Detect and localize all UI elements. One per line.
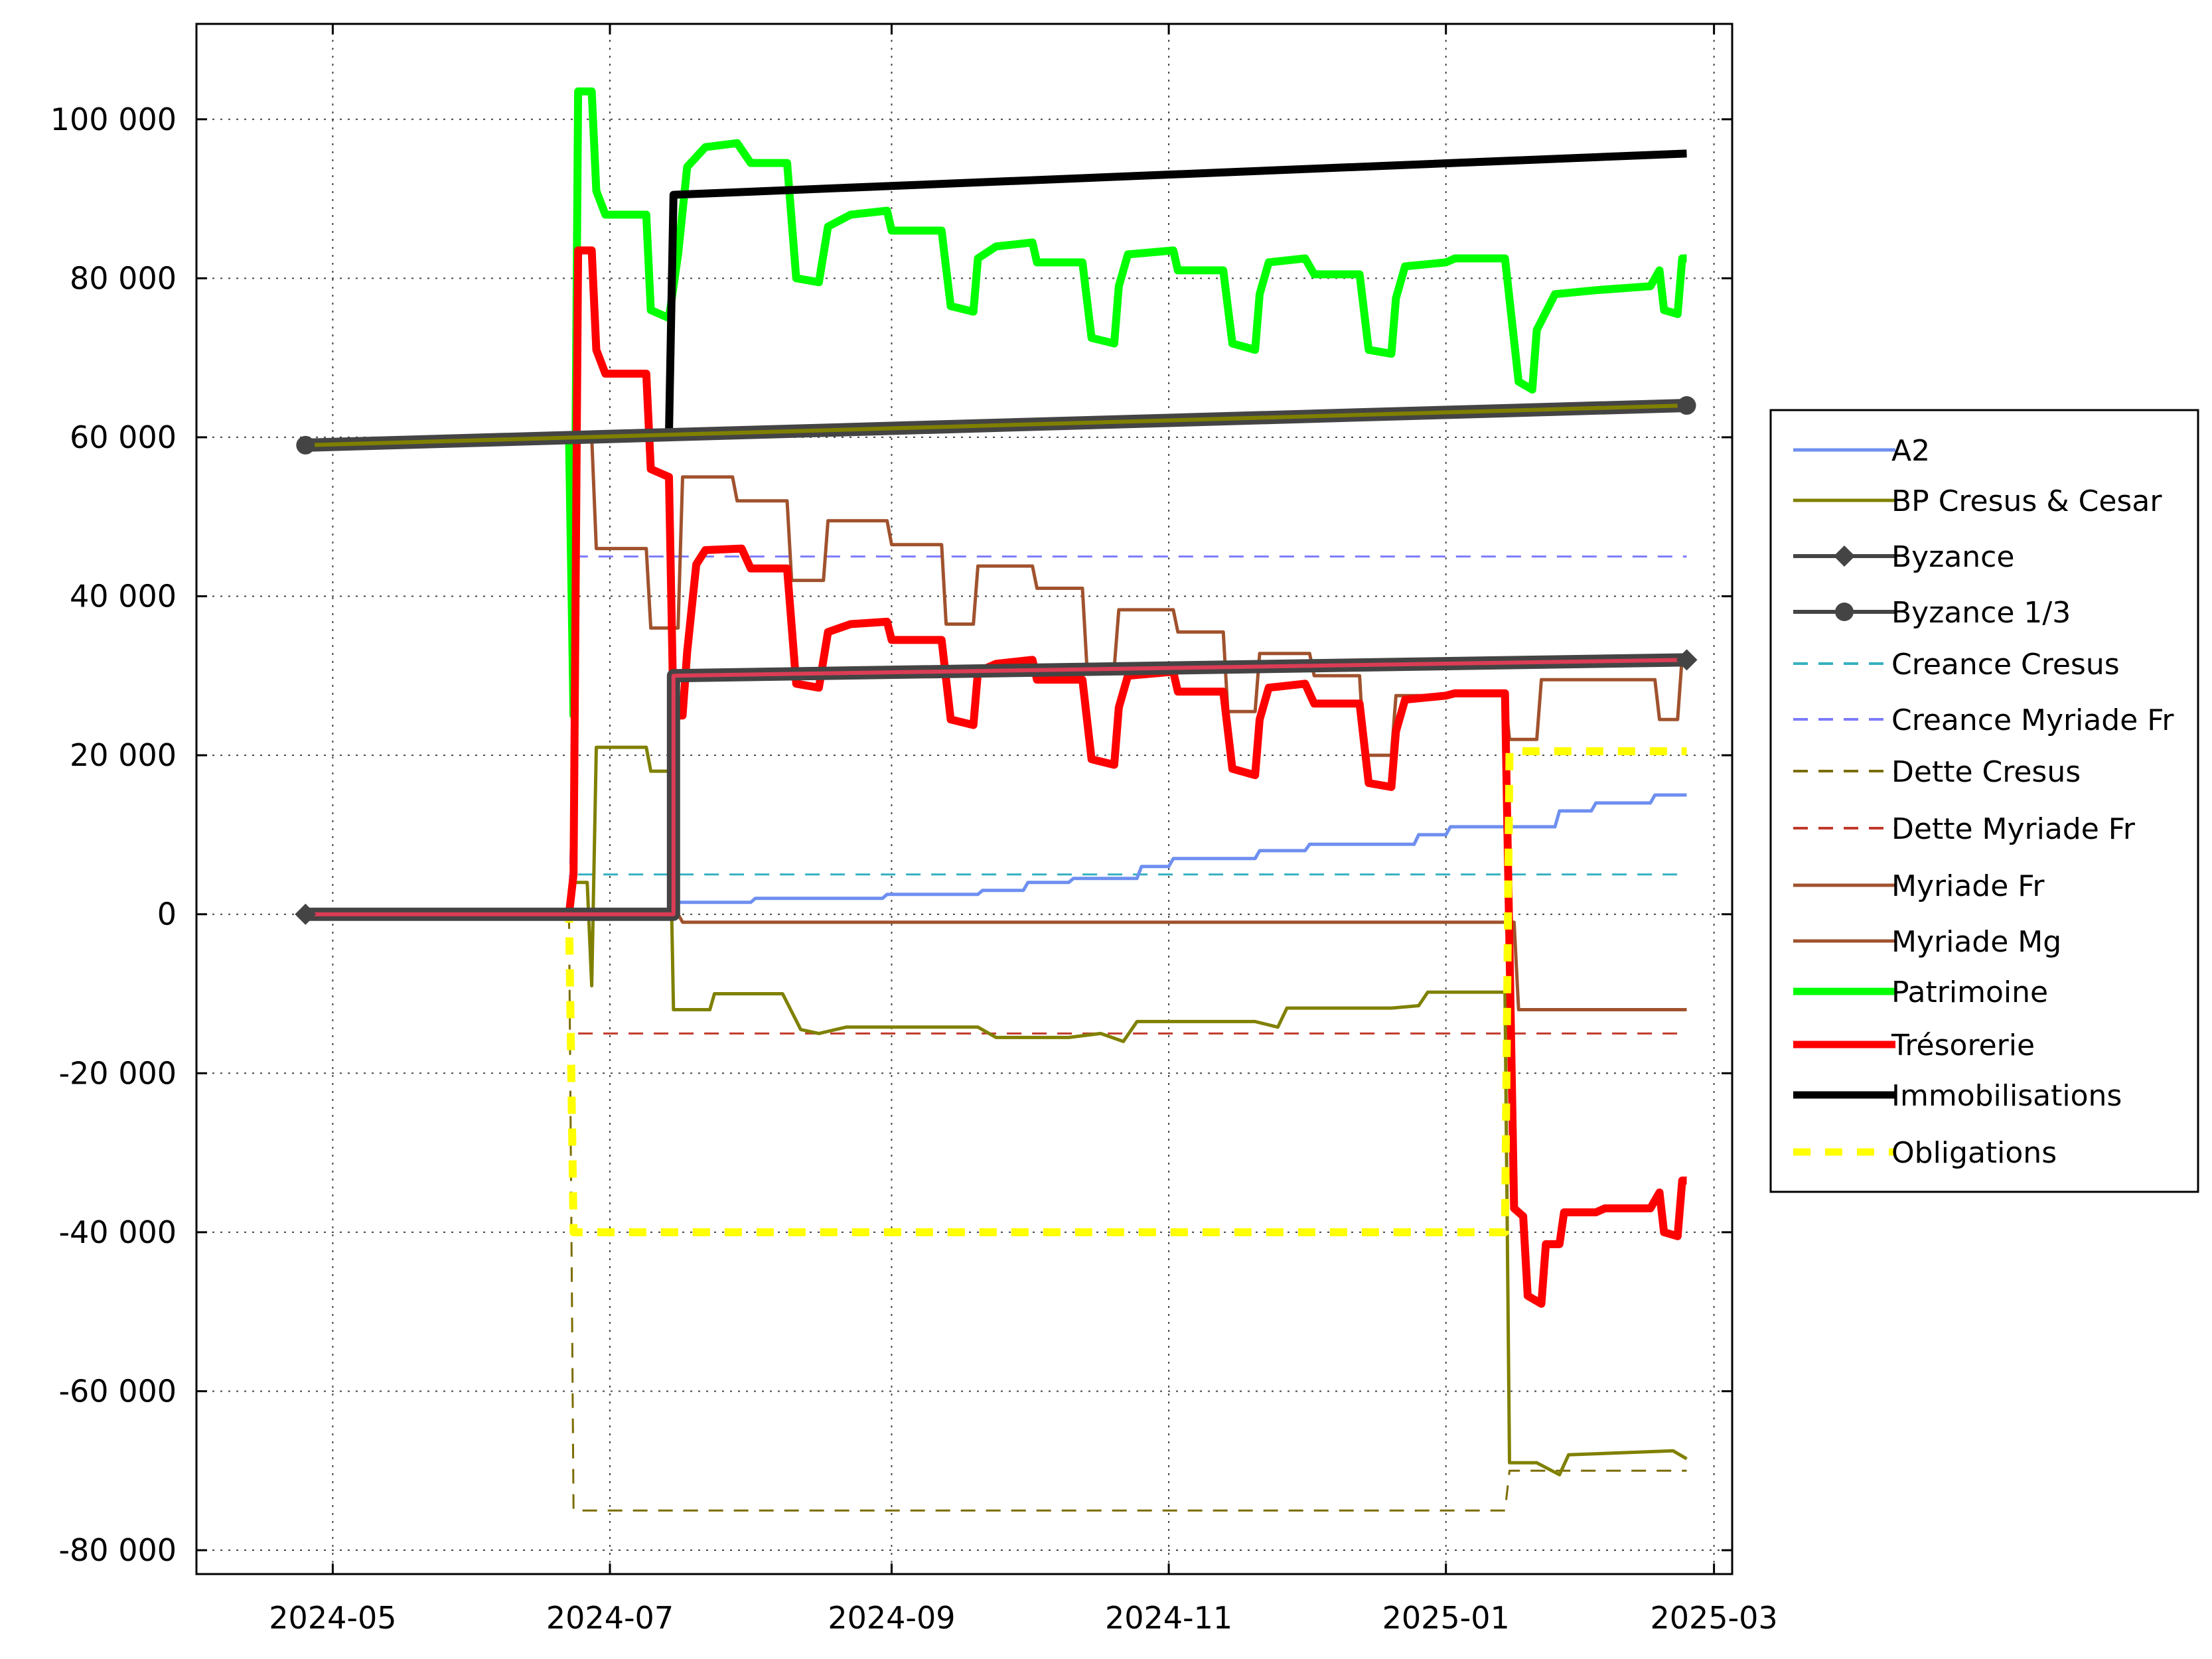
- legend-label: Immobilisations: [1891, 1079, 2122, 1113]
- legend-label: Creance Cresus: [1891, 648, 2120, 682]
- legend-item-myriade-mg: Myriade Mg: [1793, 925, 2061, 959]
- series-byzance: [295, 649, 1698, 925]
- legend-item-dette-myriade-fr: Dette Myriade Fr: [1793, 812, 2136, 846]
- legend-label: Dette Cresus: [1891, 755, 2081, 789]
- legend-label: Myriade Mg: [1891, 925, 2061, 959]
- legend-label: Myriade Fr: [1891, 869, 2045, 903]
- x-tick-label: 2025-01: [1382, 1600, 1510, 1636]
- series-line: [305, 403, 1687, 447]
- y-tick-label: -80 000: [58, 1532, 177, 1568]
- y-tick-label: 20 000: [70, 737, 177, 773]
- legend-item-byzance-1-3: Byzance 1/3: [1793, 596, 2071, 630]
- y-tick-label: 0: [157, 897, 177, 932]
- legend-item-byzance: Byzance: [1793, 540, 2014, 574]
- series-bp-cresus-cesar: [567, 745, 1688, 1477]
- y-tick-label: 40 000: [70, 579, 177, 614]
- plot-frame: [195, 23, 1733, 1575]
- series-marker: [1676, 649, 1698, 671]
- legend-item-creance-cresus: Creance Cresus: [1793, 648, 2120, 682]
- legend-label: Patrimoine: [1891, 975, 2048, 1009]
- y-tick-label: -20 000: [58, 1055, 177, 1091]
- series-line: [567, 914, 1687, 1512]
- series-line: [678, 793, 1687, 904]
- legend-label: Dette Myriade Fr: [1891, 812, 2136, 846]
- x-tick-label: 2024-11: [1105, 1600, 1232, 1636]
- series-a2: [678, 793, 1687, 904]
- series-layer: [295, 87, 1698, 1512]
- legend-label: Byzance 1/3: [1891, 596, 2071, 630]
- y-tick-label: 100 000: [50, 102, 177, 137]
- axes: 100 000 80 000 60 000 40 000 20 000 0 -20 000 -…: [50, 24, 1778, 1636]
- series-marker: [295, 903, 317, 925]
- series-line: [565, 246, 1687, 1308]
- y-tick-label: 80 000: [70, 260, 177, 296]
- series-dette-cresus: [567, 914, 1687, 1512]
- legend-item-a2: A2: [1793, 434, 1930, 468]
- series-marker: [1677, 396, 1696, 415]
- series-patrimoine: [565, 87, 1687, 720]
- legend-item-obligations: Obligations: [1793, 1136, 2057, 1170]
- legend-box: [1769, 409, 2199, 1193]
- legend-item-tresorerie: Trésorerie: [1793, 1029, 2035, 1062]
- x-tick-label: 2025-03: [1651, 1600, 1778, 1636]
- series-tresorerie: [565, 246, 1687, 1308]
- series-line: [305, 747, 1687, 1236]
- legend: A2 BP Cresus & Cesar Byzance Byzance 1/3 Cre…: [1769, 409, 2199, 1193]
- legend-item-creance-myriade-fr: Creance Myriade Fr: [1793, 703, 2174, 737]
- y-tick-label: -40 000: [58, 1214, 177, 1250]
- legend-item-dette-cresus: Dette Cresus: [1793, 755, 2081, 789]
- series-byzance-1-3: [296, 396, 1696, 455]
- series-line: [305, 658, 1687, 916]
- legend-label: Byzance: [1891, 540, 2014, 574]
- legend-label: BP Cresus & Cesar: [1891, 484, 2162, 518]
- x-tick-label: 2024-05: [269, 1600, 396, 1636]
- legend-item-immobilisations: Immobilisations: [1793, 1079, 2122, 1113]
- series-marker: [296, 435, 315, 455]
- series-obligations: [305, 747, 1687, 1236]
- legend-marker: [1835, 603, 1854, 621]
- series-line: [567, 745, 1688, 1477]
- legend-item-patrimoine: Patrimoine: [1793, 975, 2048, 1009]
- legend-marker: [1834, 545, 1855, 567]
- legend-item-myriade-fr: Myriade Fr: [1793, 869, 2045, 903]
- legend-item-bp-cresus-cesar: BP Cresus & Cesar: [1793, 484, 2162, 518]
- series-line: [565, 87, 1687, 720]
- x-tick-label: 2024-09: [828, 1600, 955, 1636]
- y-tick-label: 60 000: [70, 419, 177, 455]
- legend-label: Obligations: [1891, 1136, 2057, 1170]
- legend-label: Creance Myriade Fr: [1891, 703, 2174, 737]
- legend-label: A2: [1891, 434, 1930, 468]
- x-tick-label: 2024-07: [546, 1600, 674, 1636]
- y-tick-label: -60 000: [58, 1373, 177, 1409]
- legend-label: Trésorerie: [1891, 1029, 2035, 1062]
